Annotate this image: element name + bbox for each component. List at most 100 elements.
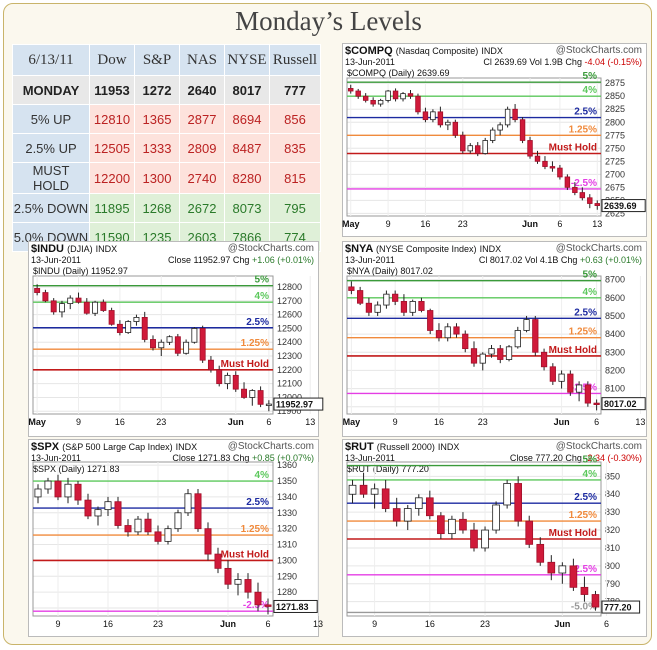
level-label: 4% (583, 469, 598, 480)
y-tick-label: 1320 (277, 524, 297, 534)
y-tick-label: 2700 (605, 169, 625, 179)
x-tick-label: 13 (313, 619, 323, 629)
y-tick-label: 12300 (277, 351, 302, 361)
y-tick-label: 1330 (277, 508, 297, 518)
candle-body (594, 203, 600, 206)
level-label: -2.5% (571, 382, 597, 393)
candle-body (415, 95, 421, 113)
candle-body (134, 518, 142, 533)
brand-label: @StockCharts.com (555, 45, 642, 56)
candle-body (497, 348, 504, 360)
level-label: 4% (583, 85, 598, 96)
candle-body (492, 504, 500, 531)
table-cell: 11590 (89, 222, 135, 252)
y-tick-label: 12700 (277, 296, 302, 306)
candle-body (482, 140, 488, 154)
candle-body (426, 497, 434, 517)
level-label: 5% (583, 455, 598, 466)
plot-frame (346, 77, 602, 217)
candle-body (475, 145, 481, 154)
candle-body (362, 95, 369, 101)
row-label: 5% UP (12, 104, 90, 134)
candle-body (514, 483, 522, 522)
level-label: 4% (255, 291, 270, 302)
chart-legend: $COMPQ (Daily) 2639.69 (347, 68, 450, 78)
table-header-row: 6/13/11 Dow S&P NAS NYSE Russell (12, 44, 321, 76)
last-price-label: 2639.69 (604, 201, 637, 211)
candle-body (422, 111, 429, 121)
y-tick-label: 1290 (277, 571, 297, 581)
candle-body (67, 297, 74, 305)
y-tick-label: 850 (605, 471, 620, 481)
candle-body (527, 140, 533, 157)
candle-body (460, 134, 466, 152)
candle-body (400, 301, 408, 313)
last-price-box (601, 600, 641, 614)
candle-body (125, 321, 132, 333)
level-label: Must Hold (549, 345, 597, 356)
table-cell: 1268 (134, 193, 180, 223)
candle-body (348, 286, 355, 291)
candle-body (558, 565, 567, 574)
candle-body (418, 301, 425, 311)
x-tick-label: 16 (103, 619, 113, 629)
candle-body (116, 323, 123, 333)
candle-body (593, 402, 600, 406)
y-tick-label: 8300 (605, 347, 625, 357)
x-tick-label: 16 (434, 417, 444, 427)
brand-label: @StockCharts.com (555, 243, 642, 254)
chart-plot: 78079080081082083084085091623Jun6135%4%2… (346, 455, 657, 629)
candle-body (437, 111, 444, 126)
candle-body (249, 390, 256, 398)
x-tick-label: 6 (266, 417, 271, 427)
candle-body (540, 351, 548, 368)
candle-body (348, 484, 357, 495)
x-tick-label: May (28, 417, 46, 427)
chart-legend: $SPX (Daily) 1271.83 (33, 464, 120, 474)
table-cell: 1300 (134, 162, 180, 194)
candle-body (214, 553, 222, 569)
table-cell: 1365 (134, 104, 180, 134)
candle-body (216, 369, 223, 385)
candle-body (34, 288, 41, 293)
table-row: 2.5% UP 12505 1333 2809 8487 835 (12, 133, 321, 163)
plot-frame (32, 461, 274, 617)
candle-body (470, 348, 478, 364)
chart-panel-spx: $SPX (S&P 500 Large Cap Index) INDX @Sto… (28, 439, 323, 637)
y-tick-label: 2800 (605, 117, 625, 127)
levels-table: 6/13/11 Dow S&P NAS NYSE Russell MONDAY … (12, 44, 321, 252)
candle-body (370, 99, 376, 105)
x-tick-label: 6 (604, 619, 609, 629)
table-cell: 11953 (89, 75, 135, 105)
y-tick-label: 2625 (605, 208, 625, 218)
candle-body (377, 99, 384, 105)
candle-body (489, 129, 496, 141)
y-tick-label: 12800 (277, 282, 302, 292)
last-price-box (273, 599, 318, 613)
candle-body (580, 586, 589, 595)
y-tick-label: 12400 (277, 337, 302, 347)
level-label: Must Hold (221, 359, 269, 370)
candle-body (108, 310, 115, 325)
chart-stats: Close 777.20 Chg -2.34 (-0.30%) (509, 453, 642, 463)
y-tick-label: 8500 (605, 311, 625, 321)
chart-plot: 2625265026752700272527502775280028252850… (342, 71, 646, 229)
table-header-cell: 6/13/11 (12, 44, 90, 76)
y-tick-label: 2675 (605, 182, 625, 192)
chart-legend: $NYA (Daily) 8017.02 (347, 266, 433, 276)
chart-plot: 11900 12000 12100 12200 12300 12400 12500 12600… (28, 275, 324, 427)
level-label: -5.0% (571, 601, 597, 612)
x-tick-label: 13 (592, 219, 602, 229)
candle-body (409, 301, 416, 313)
x-tick-label: 23 (480, 619, 490, 629)
candle-body (194, 493, 202, 530)
candle-body (519, 119, 526, 141)
x-tick-label: May (342, 219, 360, 229)
candle-body (207, 359, 214, 371)
candle-body (448, 518, 456, 535)
candle-body (549, 166, 556, 169)
table-cell: 856 (269, 104, 321, 134)
candle-body (224, 374, 231, 385)
chart-date: 13-Jun-2011 (345, 453, 395, 463)
y-tick-label: 12200 (277, 365, 302, 375)
